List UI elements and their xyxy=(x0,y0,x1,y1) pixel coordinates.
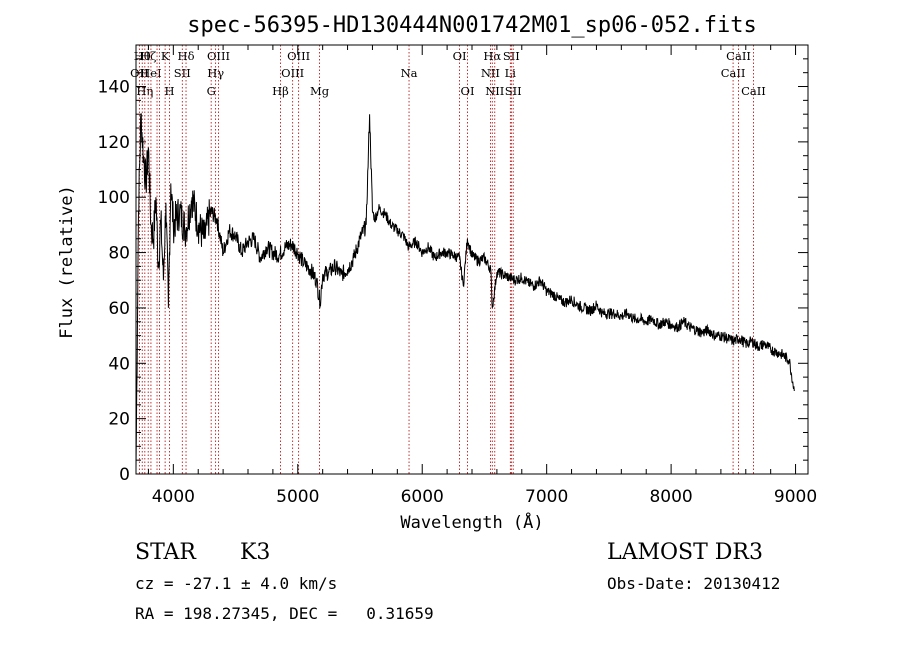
x-axis: 4000 5000 6000 7000 8000 9000 xyxy=(147,45,817,507)
line-label-29: CaII xyxy=(741,84,766,98)
y-tick-label-0: 0 xyxy=(119,465,130,485)
object-subclass: K3 xyxy=(240,540,271,565)
line-label-16: OIII xyxy=(287,49,310,63)
x-axis-label: Wavelength (Å) xyxy=(400,511,543,533)
x-tick-label-4: 8000 xyxy=(649,487,692,507)
line-label-27: CaII xyxy=(721,66,746,80)
y-tick-label-7: 140 xyxy=(98,78,130,98)
x-tick-label-2: 6000 xyxy=(401,487,444,507)
spectral-line-markers: OIIHθHηHζHeIKHSIIHδGHγOIIIHβOIIIOIIIMgNa… xyxy=(130,45,766,474)
observation-date: Obs-Date: 20130412 xyxy=(607,574,781,593)
line-label-1: Hθ xyxy=(134,49,151,63)
line-label-14: Hβ xyxy=(272,84,289,98)
line-label-18: Na xyxy=(401,66,418,80)
line-label-24: Li xyxy=(505,66,517,80)
line-label-25: SII xyxy=(503,49,520,63)
y-tick-label-6: 120 xyxy=(98,133,130,153)
line-label-23: NII xyxy=(485,84,504,98)
y-tick-label-5: 100 xyxy=(98,188,130,208)
line-label-20: OI xyxy=(461,84,475,98)
x-tick-label-0: 4000 xyxy=(152,487,195,507)
x-tick-label-3: 7000 xyxy=(525,487,568,507)
x-tick-label-1: 5000 xyxy=(276,487,319,507)
redshift-velocity: cz = -27.1 ± 4.0 km/s xyxy=(135,574,338,593)
line-label-19: OI xyxy=(453,49,467,63)
y-tick-label-3: 60 xyxy=(108,299,130,319)
chart-title: spec-56395-HD130444N001742M01_sp06-052.f… xyxy=(187,13,757,38)
line-label-10: Hδ xyxy=(178,49,195,63)
y-tick-label-2: 40 xyxy=(108,354,130,374)
line-label-9: SII xyxy=(174,66,191,80)
line-label-28: CaII xyxy=(726,49,751,63)
y-tick-label-1: 20 xyxy=(108,410,130,430)
object-class: STAR xyxy=(135,540,196,565)
line-label-11: G xyxy=(207,84,216,98)
line-label-21: NII xyxy=(481,66,500,80)
line-label-3: Hζ xyxy=(140,49,156,63)
spectrum-line xyxy=(135,113,795,469)
y-tick-label-4: 80 xyxy=(108,244,130,264)
line-label-13: OIII xyxy=(207,49,230,63)
survey-name: LAMOST DR3 xyxy=(607,540,763,565)
line-label-17: Mg xyxy=(310,84,330,98)
line-label-12: Hγ xyxy=(207,66,224,80)
line-label-7: K xyxy=(161,49,170,63)
line-label-2: Hη xyxy=(136,84,153,98)
line-label-8: H xyxy=(164,84,174,98)
y-axis-label: Flux (relative) xyxy=(57,185,77,339)
line-label-22: Hα xyxy=(483,49,501,63)
plot-frame xyxy=(135,44,809,475)
line-label-4: HeI xyxy=(140,66,161,80)
y-axis: 0 20 40 60 80 100 120 140 xyxy=(98,58,808,485)
x-tick-label-5: 9000 xyxy=(774,487,817,507)
ra-dec-coordinates: RA = 198.27345, DEC = 0.31659 xyxy=(135,604,434,623)
line-label-26: SII xyxy=(505,84,522,98)
line-label-15: OIII xyxy=(281,66,304,80)
